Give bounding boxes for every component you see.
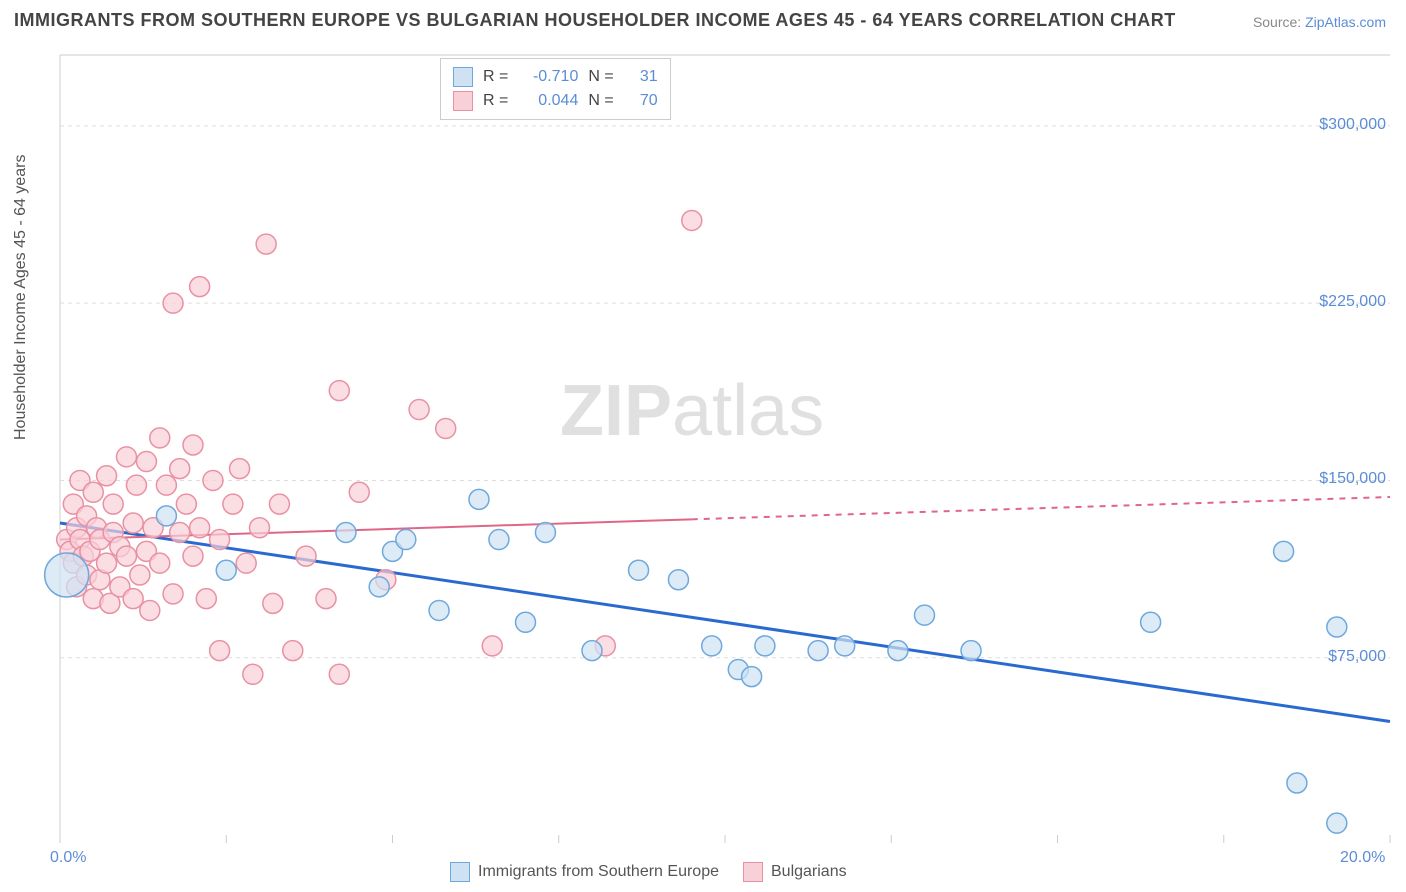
legend-row-series2: R = 0.044 N = 70 [453,89,658,113]
legend-item-series2: Bulgarians [743,862,847,882]
legend-row-series1: R = -0.710 N = 31 [453,65,658,89]
y-tick-label: $300,000 [1319,116,1386,134]
y-tick-label: $150,000 [1319,470,1386,488]
r-label: R = [483,65,508,89]
r-label: R = [483,89,508,113]
legend-item-series1: Immigrants from Southern Europe [450,862,719,882]
y-tick-label: $225,000 [1319,293,1386,311]
legend-label-series2: Bulgarians [771,863,847,881]
n-value-series1: 31 [624,65,658,89]
n-label: N = [588,65,613,89]
r-value-series2: 0.044 [518,89,578,113]
legend-swatch-series1 [453,67,473,87]
correlation-legend: R = -0.710 N = 31 R = 0.044 N = 70 [440,58,671,120]
legend-label-series1: Immigrants from Southern Europe [478,863,719,881]
legend-swatch-series2 [453,91,473,111]
x-tick-label: 0.0% [50,849,86,867]
legend-swatch-bottom-series2 [743,862,763,882]
x-tick-label: 20.0% [1340,849,1385,867]
series-legend: Immigrants from Southern Europe Bulgaria… [450,862,847,882]
r-value-series1: -0.710 [518,65,578,89]
n-value-series2: 70 [624,89,658,113]
n-label: N = [588,89,613,113]
chart-container: IMMIGRANTS FROM SOUTHERN EUROPE VS BULGA… [0,0,1406,892]
y-tick-label: $75,000 [1328,648,1386,666]
scatter-chart-svg [0,0,1406,892]
legend-swatch-bottom-series1 [450,862,470,882]
